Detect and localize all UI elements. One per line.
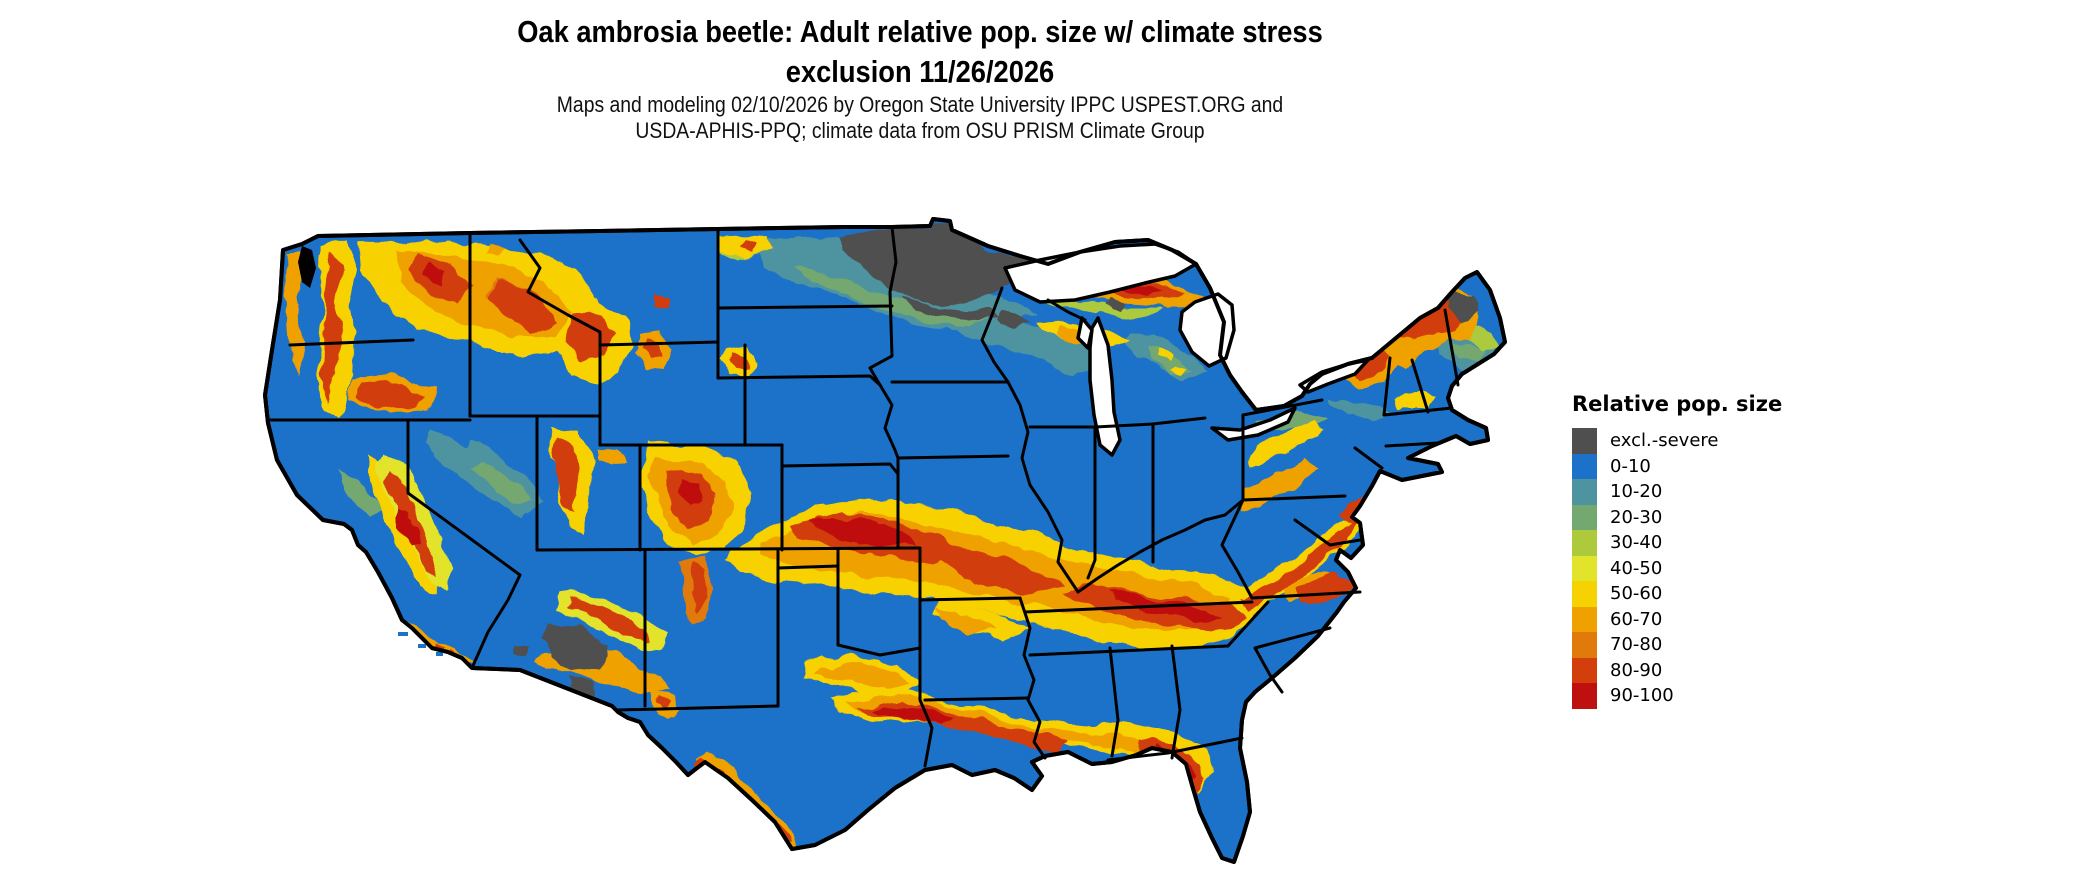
legend-swatch [1572,504,1597,530]
legend-swatch [1572,606,1597,632]
legend-swatch [1572,555,1597,581]
legend-row: excl.-severe [1572,428,1832,454]
legend-label: excl.-severe [1610,430,1719,452]
legend-swatch [1572,530,1597,556]
conus-coastline [263,217,1507,864]
legend-row: 40-50 [1572,555,1832,581]
legend-label: 30-40 [1610,532,1663,554]
map-subtitle-line2: USDA-APHIS-PPQ; climate data from OSU PR… [635,118,1205,143]
legend-swatch [1572,428,1597,454]
legend-label: 60-70 [1610,608,1663,630]
map-title-line2: exclusion 11/26/2026 [785,54,1055,89]
legend-swatch [1572,453,1597,479]
legend-row: 60-70 [1572,606,1832,632]
lake-erie [1210,406,1297,442]
state-borders [266,225,1460,768]
puget-sound [298,246,316,288]
legend-label: 70-80 [1610,634,1663,656]
legend-row: 0-10 [1572,453,1832,479]
legend-items: excl.-severe 0-10 10-20 20-30 30-40 40-50 50-6… [1572,428,1832,709]
green-bay [1076,316,1094,350]
map-title-line1: Oak ambrosia beetle: Adult relative pop.… [517,14,1323,49]
legend-swatch [1572,683,1597,709]
legend-row: 20-30 [1572,504,1832,530]
legend-row: 80-90 [1572,657,1832,683]
legend-swatch [1572,479,1597,505]
legend-swatch [1572,581,1597,607]
legend-swatch [1572,657,1597,683]
legend-row: 90-100 [1572,683,1832,709]
subtitle-block: Maps and modeling 02/10/2026 by Oregon S… [0,92,1840,144]
legend-label: 20-30 [1610,506,1663,528]
legend-swatch [1572,632,1597,658]
title-block: Oak ambrosia beetle: Adult relative pop.… [0,12,1840,92]
legend-title: Relative pop. size [1572,392,1783,416]
legend-label: 40-50 [1610,557,1663,579]
legend-label: 90-100 [1610,685,1674,707]
legend-label: 50-60 [1610,583,1663,605]
legend-row: 70-80 [1572,632,1832,658]
map-subtitle-line1: Maps and modeling 02/10/2026 by Oregon S… [556,92,1284,117]
legend-row: 10-20 [1572,479,1832,505]
legend-label: 80-90 [1610,659,1663,681]
legend-row: 50-60 [1572,581,1832,607]
legend-label: 10-20 [1610,481,1663,503]
legend: Relative pop. size excl.-severe 0-10 10-20… [1572,392,1832,709]
legend-row: 30-40 [1572,530,1832,556]
legend-label: 0-10 [1610,455,1651,477]
